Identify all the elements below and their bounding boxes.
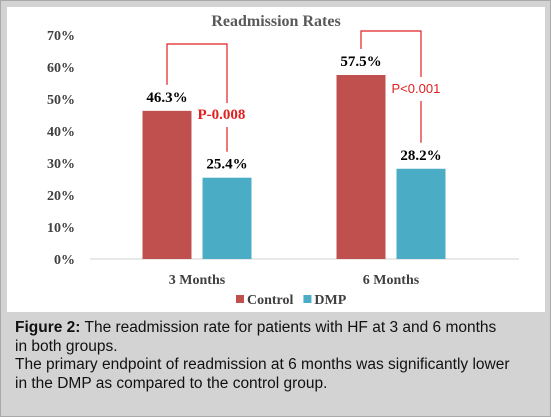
bar-value-label: 57.5% [340,54,381,70]
figure-caption: Figure 2: The readmission rate for patie… [15,319,540,393]
significance-bracket [360,30,422,143]
bar-value-label: 46.3% [146,90,187,106]
caption-line-1: Figure 2: The readmission rate for patie… [15,319,540,338]
caption-line-3: The primary endpoint of readmission at 6… [15,356,510,373]
caption-line-4: in the DMP as compared to the control gr… [15,374,328,392]
y-tick-label: 0% [54,253,75,268]
y-tick-label: 70% [47,29,75,44]
bar-dmp-1 [202,177,252,259]
legend-swatch-dmp [303,295,312,303]
y-tick-label: 60% [47,61,75,76]
legend-label-control: Control [247,293,294,308]
chart-area: Readmission Rates 0% 10% 20% 30% 40% 50% 60% 70… [7,7,545,312]
y-axis-ticks: 0% 10% 20% 30% 40% 50% 60% 70% [47,29,75,268]
y-tick-label: 50% [47,93,75,108]
bar-value-label: 25.4% [206,157,247,173]
x-axis-ticks: 3 Months 6 Months [169,273,420,288]
x-tick-label: 6 Months [363,273,420,288]
significance-bracket [166,43,228,152]
bar-control-2 [336,75,386,259]
significance-annotations: P-0.008 P<0.001 [166,30,441,152]
bar-control-1 [142,110,192,259]
y-tick-label: 10% [47,221,75,236]
legend-label-dmp: DMP [314,293,346,308]
p-value-label: P-0.008 [198,107,246,123]
bars-group: 46.3% 25.4% 57.5% 28.2% [142,54,446,259]
x-tick-label: 3 Months [169,273,226,288]
legend: Control DMP [236,293,347,308]
y-tick-label: 40% [47,125,75,140]
bar-dmp-2 [396,168,446,259]
y-tick-label: 30% [47,157,75,172]
bar-chart: Readmission Rates 0% 10% 20% 30% 40% 50% 60% 70… [47,13,519,308]
caption-label: Figure 2: [15,319,81,336]
p-value-label: P<0.001 [392,81,441,96]
y-tick-label: 20% [47,189,75,204]
legend-swatch-control [236,295,244,303]
chart-title: Readmission Rates [211,13,340,30]
caption-text-1: The readmission rate for patients with H… [80,319,497,336]
caption-line-2: in both groups. [15,337,118,355]
bar-value-label: 28.2% [400,148,441,164]
